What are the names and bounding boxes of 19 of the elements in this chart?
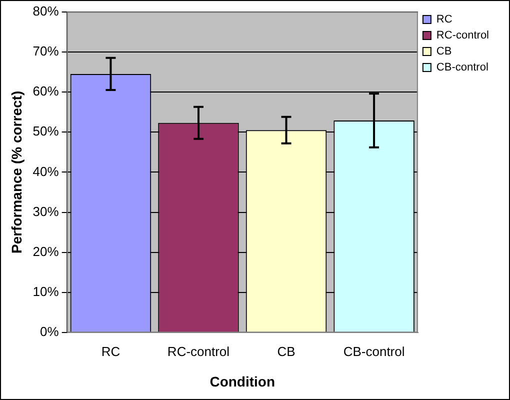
y-tick-label: 0% — [40, 324, 60, 340]
y-tick-label: 50% — [32, 124, 60, 139]
x-tick-label: RC — [101, 344, 120, 359]
y-tick-label: 80% — [32, 3, 60, 18]
y-tick-label: 60% — [32, 84, 60, 99]
legend-label: RC-control — [436, 30, 490, 42]
x-tick-label: CB-control — [343, 344, 405, 359]
y-tick-label: 70% — [32, 43, 60, 58]
legend-label: CB — [436, 46, 452, 58]
y-tick-label: 10% — [32, 284, 60, 300]
y-tick-label: 20% — [32, 244, 60, 259]
x-axis-title: Condition — [210, 373, 276, 390]
y-tick-label: 40% — [32, 164, 60, 179]
y-axis-title: Performance (% correct) — [8, 90, 24, 254]
x-tick-label: RC-control — [167, 344, 230, 359]
y-tick-label: 30% — [32, 204, 60, 219]
legend-label: CB-control — [436, 62, 488, 74]
x-tick-label: CB — [277, 344, 296, 359]
legend-label: RC — [436, 14, 452, 26]
